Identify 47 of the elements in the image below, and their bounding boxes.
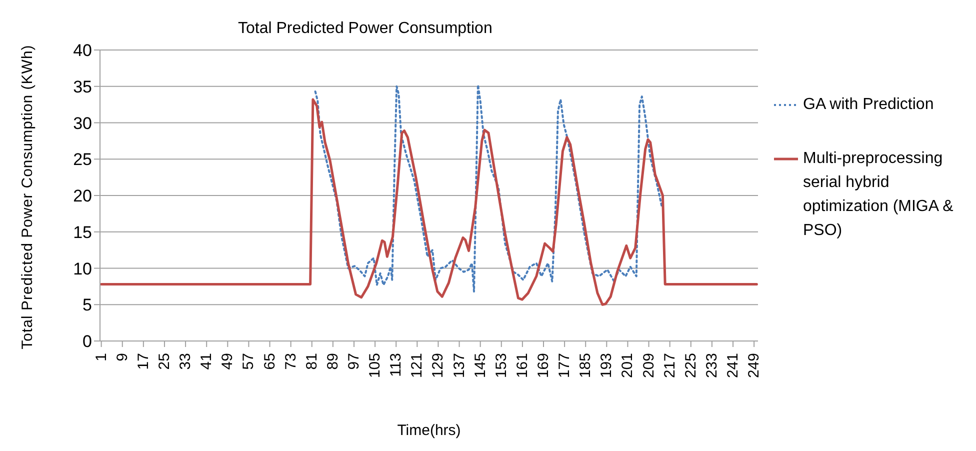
y-tick-label: 30: [73, 114, 92, 133]
x-tick-label: 1: [92, 353, 110, 362]
x-tick-label: 201: [619, 353, 636, 378]
x-tick-label: 241: [724, 353, 742, 378]
x-tick-label: 185: [577, 353, 594, 378]
x-tick-label: 25: [156, 353, 173, 370]
x-tick-label: 177: [556, 353, 574, 378]
x-tick-label: 81: [303, 353, 320, 370]
legend-label: Multi-preprocessing serial hybrid optimization (MIGA & PSO): [803, 149, 954, 241]
x-tick-label: 217: [661, 353, 678, 378]
y-tick-label: 5: [82, 296, 92, 315]
y-tick-label: 0: [82, 332, 92, 352]
x-tick-label: 41: [198, 353, 216, 370]
x-tick-label: 49: [219, 353, 236, 370]
x-tick-label: 65: [261, 353, 278, 370]
y-axis-title: Total Predicted Power Consumption (KWh): [19, 44, 37, 352]
x-tick-label: 33: [177, 353, 194, 370]
x-tick-label: 153: [492, 353, 510, 378]
x-tick-label: 73: [282, 353, 300, 370]
x-tick-label: 129: [430, 353, 447, 378]
line-series: [314, 84, 663, 293]
y-tick-label: 15: [73, 222, 92, 242]
x-tick-label: 105: [366, 353, 384, 378]
x-tick-label: 89: [324, 353, 342, 370]
x-tick-label: 9: [114, 353, 131, 362]
x-tick-label: 97: [345, 353, 362, 370]
x-tick-label: 113: [388, 353, 405, 377]
x-tick-label: 233: [703, 353, 720, 378]
y-tick-label: 10: [73, 259, 92, 278]
x-tick-label: 169: [534, 353, 552, 378]
x-tick-label: 137: [450, 353, 468, 378]
x-tick-label: 57: [240, 353, 258, 370]
legend-label: GA with Prediction: [803, 95, 934, 115]
x-axis-title: Time(hrs): [397, 422, 461, 439]
y-tick-label: 35: [73, 77, 92, 96]
x-tick-label: 121: [408, 353, 426, 378]
y-tick-label: 40: [73, 41, 92, 60]
x-tick-label: 209: [640, 353, 658, 378]
x-tick-label: 17: [134, 353, 152, 370]
x-tick-label: 161: [514, 353, 531, 378]
x-tick-label: 145: [472, 353, 489, 378]
x-tick-label: 225: [682, 353, 700, 378]
x-tick-label: 249: [746, 353, 763, 378]
chart-title: Total Predicted Power Consumption: [238, 20, 492, 38]
y-tick-label: 20: [73, 186, 92, 206]
y-tick-label: 25: [73, 150, 92, 170]
x-tick-label: 193: [598, 353, 616, 378]
